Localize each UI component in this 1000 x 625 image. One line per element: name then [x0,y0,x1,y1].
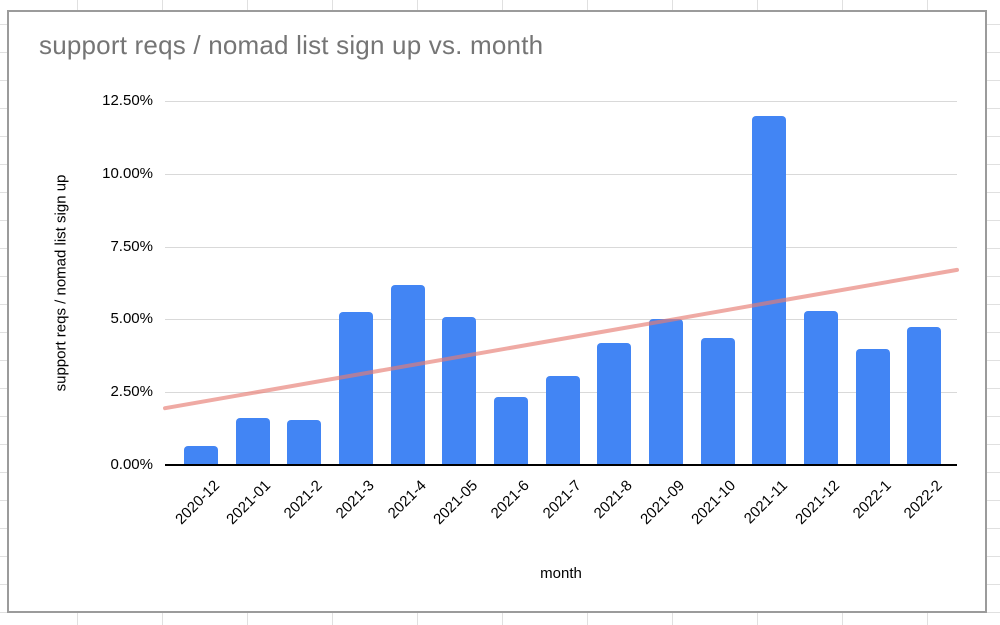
band [175,101,227,465]
bar-2021-12[interactable] [803,310,838,465]
bar-2022-1[interactable] [855,348,890,465]
x-tick-label-2021-3: 2021-3 [332,477,378,523]
gridline [165,246,957,248]
gridline [165,173,957,175]
x-tick-label-2021-4: 2021-4 [384,477,430,523]
bar-series [175,101,950,465]
band [382,101,434,465]
bar-2021-05[interactable] [442,316,477,465]
bar-2021-6[interactable] [493,396,528,465]
bar-2021-8[interactable] [597,342,632,465]
bar-2021-7[interactable] [545,376,580,465]
band [743,101,795,465]
x-tick-label-2020-12: 2020-12 [171,477,223,528]
band [692,101,744,465]
x-tick-label-2021-05: 2021-05 [430,477,482,528]
bar-2021-3[interactable] [338,312,373,465]
bar-2020-12[interactable] [183,446,218,465]
bar-2021-2[interactable] [287,419,322,465]
gridline [165,101,957,102]
x-tick-label-2021-7: 2021-7 [539,477,585,523]
band [898,101,950,465]
bar-2021-01[interactable] [235,418,270,465]
band [588,101,640,465]
trend-line[interactable] [163,267,959,411]
x-tick-label-2021-10: 2021-10 [688,477,740,528]
band [537,101,589,465]
band [278,101,330,465]
y-tick-label-12.50%: 12.50% [102,92,153,109]
plot-area [163,101,959,466]
y-tick-label-0.00%: 0.00% [110,456,153,473]
bar-2021-09[interactable] [648,319,683,465]
x-tick-label-2021-8: 2021-8 [591,477,637,523]
bar-2021-10[interactable] [700,338,735,465]
trend-line-layer [163,267,959,411]
y-tick-label-7.50%: 7.50% [110,237,153,255]
gridline [165,319,957,321]
band [795,101,847,465]
band [640,101,692,465]
x-tick-label-2021-01: 2021-01 [223,477,275,528]
x-axis-line [165,464,957,466]
band [847,101,899,465]
x-tick-label-2021-2: 2021-2 [281,477,327,523]
y-tick-label-2.50%: 2.50% [110,383,153,401]
x-tick-label-2022-2: 2022-2 [901,477,947,523]
x-tick-label-2021-11: 2021-11 [741,477,792,528]
y-tick-label-5.00%: 5.00% [110,310,153,328]
band [227,101,279,465]
x-tick-label-2022-1: 2022-1 [849,477,895,523]
bar-2021-11[interactable] [752,115,787,465]
band [330,101,382,465]
x-tick-label-2021-09: 2021-09 [636,477,688,528]
chart-title: support reqs / nomad list sign up vs. mo… [39,30,544,60]
bar-2022-2[interactable] [907,326,942,465]
x-tick-label-2021-12: 2021-12 [791,477,843,528]
bar-2021-4[interactable] [390,284,425,465]
x-tick-label-2021-6: 2021-6 [487,477,533,523]
y-tick-label-10.00%: 10.00% [102,164,153,182]
chart-card[interactable]: support reqs / nomad list sign up vs. mo… [7,10,987,613]
y-axis-title: support reqs / nomad list sign up [52,174,70,392]
x-axis-title: month [540,565,582,582]
band [485,101,537,465]
band [433,101,485,465]
